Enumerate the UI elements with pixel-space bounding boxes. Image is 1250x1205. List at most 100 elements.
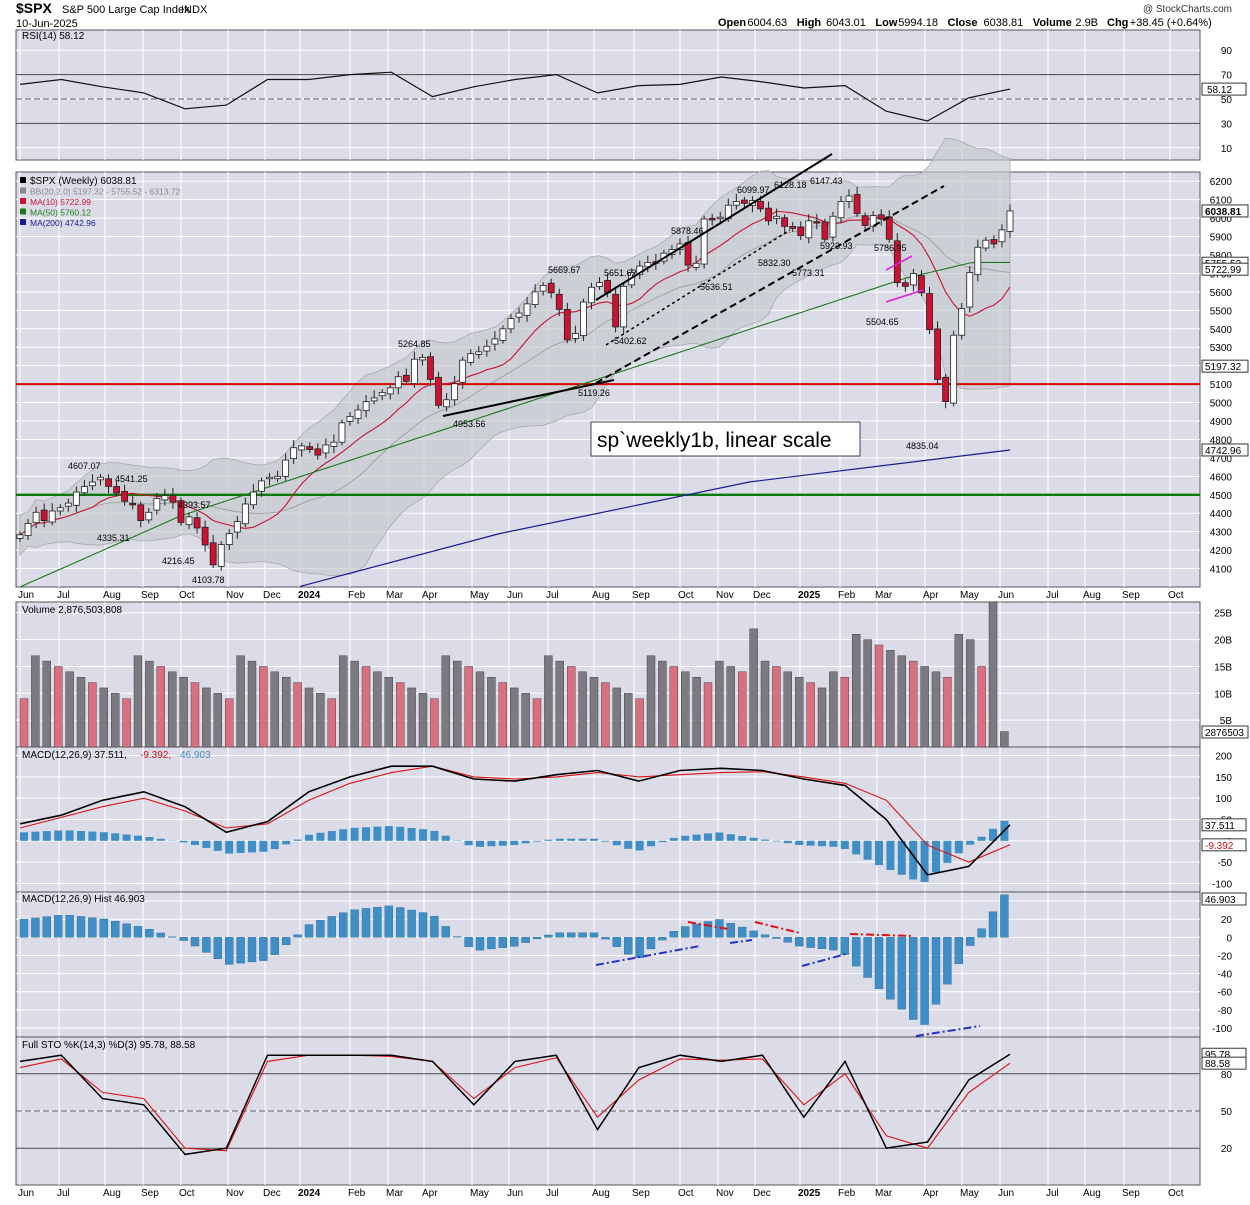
macd-hist-bar (328, 831, 336, 841)
volume-bar (818, 688, 826, 747)
candle-body (886, 217, 892, 240)
volume-bar (487, 677, 495, 747)
volume-bar (88, 683, 96, 747)
volume-bar (841, 677, 849, 747)
hist-bar (271, 937, 279, 955)
hist-bar (31, 918, 39, 937)
ohlc-label-3: Close (948, 17, 978, 29)
price-y-tick: 6200 (1210, 177, 1233, 188)
price-y-tick: 5500 (1210, 306, 1233, 317)
candle-body (234, 522, 240, 533)
volume-bar (237, 656, 245, 747)
macd-hist-bar (111, 833, 119, 841)
sto-x-label: Mar (875, 1188, 893, 1199)
ohlc-value-4: 2.9B (1075, 17, 1098, 29)
candle-body (685, 242, 691, 265)
hist-bar (556, 933, 564, 938)
sto-x-label: Sep (632, 1188, 650, 1199)
macd-hist-bar (271, 841, 279, 849)
macd-hist-bar (442, 836, 450, 841)
candle-body (484, 346, 490, 351)
candle-body (226, 534, 232, 545)
hist-bar (237, 937, 245, 963)
candle-body (975, 247, 981, 274)
hist-bar (544, 935, 552, 937)
volume-y-tick: 25B (1214, 609, 1232, 620)
candle-body (524, 304, 530, 315)
sto-x-label: May (470, 1188, 489, 1199)
hist-bar (430, 916, 438, 937)
macd-hist-bar (282, 841, 290, 845)
price-x-label: Nov (226, 590, 244, 601)
hist-legend: MACD(12,26,9) Hist 46.903 (22, 894, 145, 905)
sto-x-label: Nov (226, 1188, 244, 1199)
volume-bar (214, 693, 222, 747)
sto-y-tick: 80 (1221, 1070, 1233, 1081)
candle-body (73, 492, 79, 505)
price-annotation: 5923.93 (820, 241, 853, 251)
candle-body (910, 273, 916, 284)
hist-bar (191, 937, 199, 946)
candle-body (790, 226, 796, 228)
hist-bar (202, 937, 210, 952)
sto-x-label: Aug (592, 1188, 610, 1199)
macd-hist-bar (693, 835, 701, 841)
sto-x-label: May (960, 1188, 979, 1199)
volume-bar (294, 683, 302, 747)
macd-hist-bar (214, 841, 222, 851)
volume-bar (408, 688, 416, 747)
candle-body (540, 285, 546, 291)
volume-bar (202, 688, 210, 747)
volume-bar (886, 650, 894, 747)
macd-hist-bar (248, 841, 256, 853)
macd-hist-bar (100, 832, 108, 841)
volume-bar (624, 693, 632, 747)
volume-bar (544, 656, 552, 747)
rsi-y-tick: 10 (1221, 144, 1233, 155)
volume-bar (168, 672, 176, 747)
price-x-label: Oct (678, 590, 694, 601)
hist-bar (738, 927, 746, 937)
candle-body (250, 492, 256, 505)
macd-hist-bar (704, 833, 712, 840)
volume-last-label: 2876503 (1205, 728, 1244, 739)
candle-body (25, 523, 31, 535)
macd-y-tick: -50 (1218, 858, 1233, 869)
hist-bar (316, 920, 324, 937)
sto-x-label: Aug (1083, 1188, 1101, 1199)
ohlc-label-4: Volume (1033, 17, 1072, 29)
hist-bar (123, 924, 131, 937)
price-annotation: 5402.62 (614, 336, 647, 346)
sto-x-label: Apr (422, 1188, 438, 1199)
hist-bar (613, 937, 621, 946)
sto-x-label: Feb (348, 1188, 366, 1199)
candle-body (548, 283, 554, 293)
macd-hist-bar (123, 834, 131, 840)
hist-bar (77, 916, 85, 937)
price-x-label: Apr (923, 590, 939, 601)
hist-bar (943, 937, 951, 984)
hist-bar (54, 915, 62, 937)
macd-hist-bar (191, 841, 199, 845)
price-annotation: 4953.56 (453, 419, 486, 429)
price-annotation: 5832.30 (758, 258, 791, 268)
volume-bar (430, 699, 438, 747)
ohlc-value-5: +38.45 (+0.64%) (1130, 17, 1212, 29)
macd-y-tick: 150 (1215, 773, 1232, 784)
volume-bar (704, 683, 712, 747)
volume-bar (932, 672, 940, 747)
ohlc-label-2: Low (875, 17, 897, 29)
hist-bar (750, 931, 758, 937)
sto-x-label: Sep (141, 1188, 159, 1199)
price-annotation: 5119.26 (578, 388, 610, 398)
hist-bar (225, 937, 233, 964)
volume-bar (373, 672, 381, 747)
macd-y-tick: -100 (1212, 879, 1232, 890)
price-annotation: 6099.97 (737, 185, 770, 195)
candle-body (556, 294, 562, 309)
volume-bar (989, 602, 997, 747)
chart-exchange: INDX (181, 4, 208, 16)
sto-x-label: Oct (179, 1188, 195, 1199)
sto-x-label: Jul (1046, 1188, 1059, 1199)
